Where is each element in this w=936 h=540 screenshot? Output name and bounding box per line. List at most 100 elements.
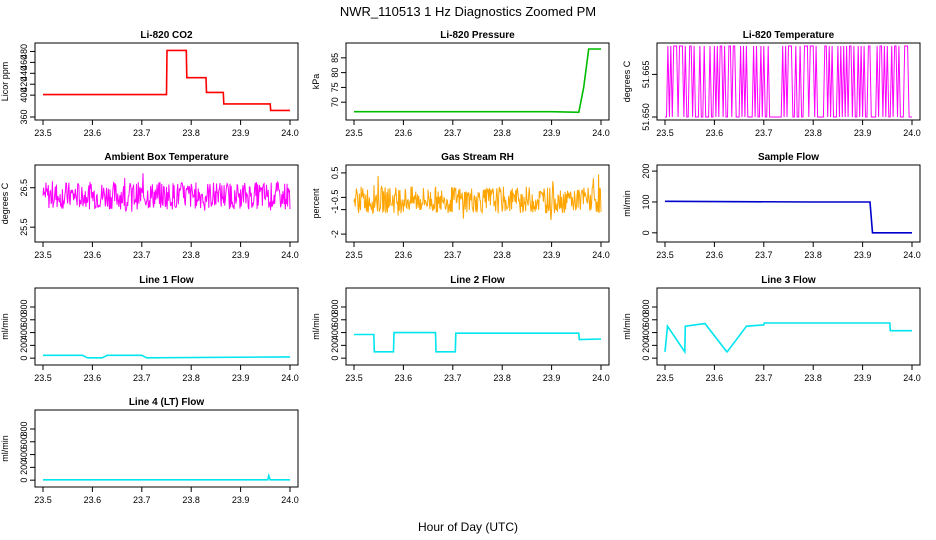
- x-tick-label: 23.8: [804, 128, 822, 138]
- y-tick-label: 600: [641, 312, 651, 327]
- y-tick-label: 800: [19, 299, 29, 314]
- series-line: [43, 472, 290, 481]
- y-tick-label: 0: [641, 230, 651, 235]
- y-tick-label: 0: [330, 356, 340, 361]
- y-axis-label: percent: [311, 188, 321, 219]
- x-tick-label: 23.9: [232, 250, 250, 260]
- panel-title: Line 3 Flow: [761, 275, 816, 286]
- x-tick-label: 23.9: [543, 250, 561, 260]
- x-tick-label: 24.0: [592, 250, 610, 260]
- y-tick-label: 200: [19, 460, 29, 475]
- x-tick-label: 23.9: [854, 128, 872, 138]
- panel-title: Line 1 Flow: [139, 275, 194, 286]
- y-tick-label: 460: [19, 55, 29, 70]
- x-tick-label: 23.7: [444, 128, 462, 138]
- y-tick-label: 80: [330, 68, 340, 78]
- y-tick-label: 800: [641, 299, 651, 314]
- series-line: [354, 331, 602, 353]
- x-tick-label: 23.7: [133, 128, 151, 138]
- panel-title: Sample Flow: [758, 152, 819, 163]
- series-line: [43, 354, 291, 359]
- x-tick-label: 23.8: [493, 373, 511, 383]
- x-tick-label: 23.9: [854, 250, 872, 260]
- y-tick-label: -0.5: [330, 190, 340, 206]
- y-axis-label: kPa: [311, 74, 321, 90]
- y-tick-label: 400: [19, 447, 29, 462]
- panel-temperature: Li-820 Temperature 23.5 23.6 23.7 23.8 23.9 24…: [622, 30, 921, 138]
- y-axis-label: Licor ppm: [0, 62, 10, 102]
- panel-title: Li-820 Pressure: [440, 30, 515, 41]
- plot-box: [345, 287, 610, 366]
- plot-box: [656, 287, 921, 366]
- x-tick-label: 23.5: [656, 128, 674, 138]
- y-tick-label: 85: [330, 53, 340, 63]
- x-tick-label: 23.8: [493, 128, 511, 138]
- y-tick-label: 600: [19, 312, 29, 327]
- panel-title: Gas Stream RH: [441, 152, 514, 163]
- x-tick-label: 24.0: [281, 250, 299, 260]
- series-line: [42, 173, 291, 213]
- panel-line3: Line 3 Flow 23.5 23.6 23.7 23.8 23.9 24.0 0 2004…: [622, 275, 921, 383]
- y-tick-label: 200: [641, 338, 651, 353]
- x-tick-label: 24.0: [903, 128, 921, 138]
- figure-title: NWR_110513 1 Hz Diagnostics Zoomed PM: [340, 4, 596, 19]
- x-tick-label: 23.5: [34, 373, 52, 383]
- y-tick-label: 200: [641, 164, 651, 179]
- x-tick-label: 23.7: [444, 373, 462, 383]
- panel-ambient: Ambient Box Temperature 23.5 23.6 23.7 23.8 2…: [0, 152, 299, 260]
- panel-rh: Gas Stream RH 23.5 23.6 23.7 23.8 23.9 24.0 -2 -…: [311, 152, 610, 260]
- y-tick-label: 0: [19, 356, 29, 361]
- panel-line2: Line 2 Flow 23.5 23.6 23.7 23.8 23.9 24.0 0 2004…: [311, 275, 610, 383]
- x-tick-label: 24.0: [281, 373, 299, 383]
- y-axis-label: degrees C: [0, 182, 10, 224]
- panel-title: Line 2 Flow: [450, 275, 505, 286]
- plot-box: [34, 42, 299, 121]
- x-tick-label: 23.8: [182, 373, 200, 383]
- series-line: [664, 322, 912, 355]
- panel-title: Li-820 Temperature: [743, 30, 835, 41]
- panel-title: Li-820 CO2: [140, 30, 193, 41]
- figure-xlabel: Hour of Day (UTC): [418, 520, 518, 534]
- panel-co2: Li-820 CO2 23.5 23.6 23.7 23.8 23.9 24.0 360 400…: [0, 30, 299, 138]
- x-tick-label: 23.8: [804, 250, 822, 260]
- y-tick-label: 0: [19, 478, 29, 483]
- y-axis-label: ml/min: [0, 435, 10, 462]
- y-tick-label: -1: [330, 206, 340, 214]
- x-tick-label: 23.7: [133, 495, 151, 505]
- y-tick-label: 440: [19, 66, 29, 81]
- x-tick-label: 23.7: [444, 250, 462, 260]
- x-tick-label: 23.9: [543, 128, 561, 138]
- y-tick-label: 400: [19, 325, 29, 340]
- y-tick-label: 0.5: [330, 167, 340, 180]
- series-line: [353, 174, 602, 221]
- y-axis-label: ml/min: [0, 313, 10, 340]
- x-tick-label: 23.8: [182, 250, 200, 260]
- y-tick-label: 100: [641, 194, 651, 209]
- x-tick-label: 23.6: [706, 373, 724, 383]
- y-tick-label: 420: [19, 77, 29, 92]
- plot-box: [345, 42, 610, 121]
- x-tick-label: 24.0: [281, 128, 299, 138]
- y-axis-label: degrees C: [622, 60, 632, 102]
- y-axis-label: ml/min: [311, 313, 321, 340]
- plot-box: [34, 164, 299, 243]
- x-tick-label: 23.6: [395, 250, 413, 260]
- x-tick-label: 23.5: [34, 128, 52, 138]
- y-tick-label: 480: [19, 44, 29, 59]
- series-line: [354, 48, 601, 114]
- y-tick-label: -2: [330, 230, 340, 238]
- x-tick-label: 24.0: [281, 495, 299, 505]
- x-tick-label: 24.0: [903, 250, 921, 260]
- series-line: [665, 45, 912, 118]
- y-tick-label: 26.5: [19, 179, 29, 197]
- y-tick-label: 200: [19, 338, 29, 353]
- y-tick-label: 51.650: [641, 103, 651, 131]
- x-tick-label: 23.7: [133, 373, 151, 383]
- x-tick-label: 23.9: [232, 373, 250, 383]
- x-tick-label: 23.8: [493, 250, 511, 260]
- x-tick-label: 23.5: [34, 250, 52, 260]
- panel-grid: Li-820 CO2 23.5 23.6 23.7 23.8 23.9 24.0 360 400…: [0, 30, 921, 505]
- y-tick-label: 51.665: [641, 61, 651, 89]
- x-tick-label: 23.5: [656, 373, 674, 383]
